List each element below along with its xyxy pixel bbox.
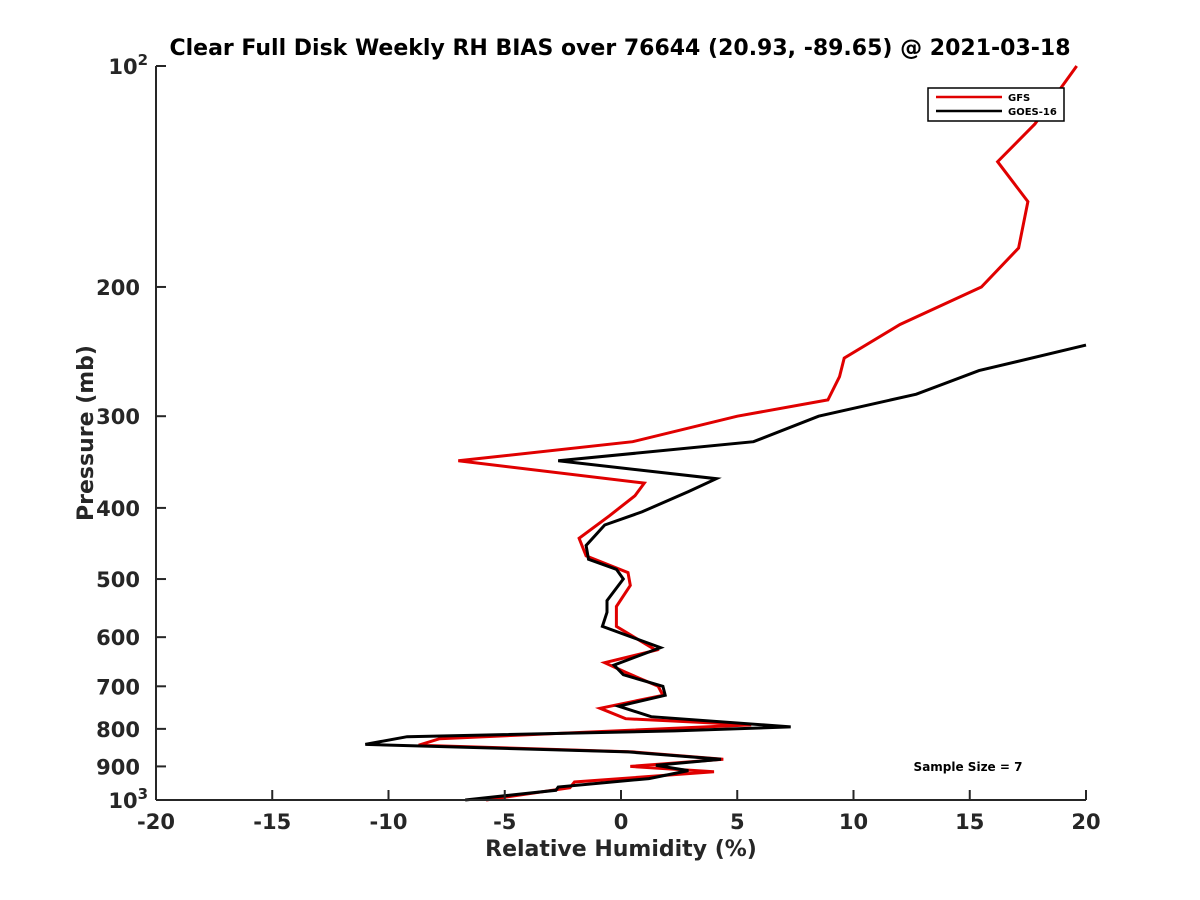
x-tick-label: 15 xyxy=(955,810,984,834)
x-tick-label: -15 xyxy=(253,810,291,834)
y-tick-label: 600 xyxy=(96,626,140,650)
chart-title: Clear Full Disk Weekly RH BIAS over 7664… xyxy=(169,36,1070,61)
x-tick-label: 0 xyxy=(614,810,629,834)
plot-series-layer xyxy=(365,65,1087,802)
x-tick-label: 5 xyxy=(730,810,745,834)
axes-layer: -20 -15 -10 -5 0 5 10 15 20 102 200 300 400 500 600 700… xyxy=(96,51,1100,834)
x-axis-label: Relative Humidity (%) xyxy=(485,837,757,862)
x-tick-label: -20 xyxy=(137,810,175,834)
y-tick-label: 200 xyxy=(96,276,140,300)
legend: GFS GOES-16 xyxy=(927,87,1065,122)
y-tick-label: 800 xyxy=(96,718,140,742)
y-axis-label: Pressure (mb) xyxy=(74,345,99,521)
y-tick-label: 400 xyxy=(96,497,140,521)
y-tick-label: 102 xyxy=(108,51,148,79)
y-tick-label: 700 xyxy=(96,675,140,699)
sample-size-annotation: Sample Size = 7 xyxy=(914,760,1023,774)
legend-box xyxy=(927,87,1065,122)
legend-label-goes16: GOES-16 xyxy=(1008,107,1057,118)
legend-label-gfs: GFS xyxy=(1008,93,1030,104)
y-tick-label: 300 xyxy=(96,405,140,429)
y-tick-label: 103 xyxy=(108,785,148,813)
x-tick-label: -5 xyxy=(493,810,516,834)
x-tick-label: 20 xyxy=(1071,810,1100,834)
y-tick-label: 900 xyxy=(96,755,140,779)
x-tick-label: -10 xyxy=(370,810,408,834)
x-tick-label: 10 xyxy=(839,810,868,834)
series-line-goes-16 xyxy=(365,343,1087,802)
y-tick-label: 500 xyxy=(96,568,140,592)
